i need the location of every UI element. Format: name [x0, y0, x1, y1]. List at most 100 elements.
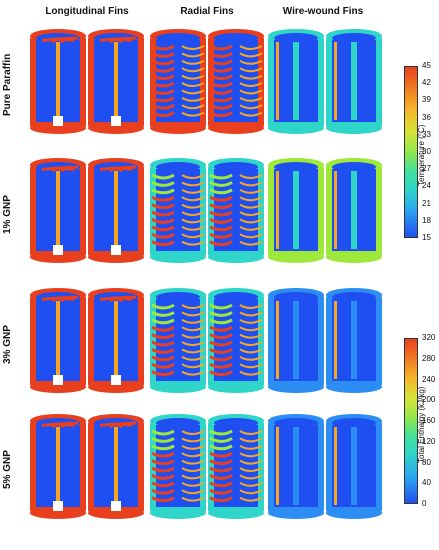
radial-fin-stack: [209, 303, 263, 377]
radial-fin-stack: [209, 429, 263, 503]
contour-cell: [148, 287, 268, 397]
base-notch: [53, 501, 63, 511]
base-notch: [111, 116, 121, 126]
radial-cylinder: [150, 288, 206, 393]
contour-cell: [28, 28, 148, 138]
fin-star: [41, 165, 79, 173]
temperature-colorbar-tick: 27: [422, 164, 431, 174]
contour-render: [150, 158, 264, 263]
radial-fin-stack: [151, 429, 205, 503]
base-notch: [53, 245, 63, 255]
radial-cylinder: [208, 288, 264, 393]
radial-cylinder: [208, 29, 264, 134]
contour-render: [268, 29, 382, 134]
temperature-colorbar-tick: 15: [422, 233, 431, 242]
enthalpy-colorbar-tick: 280: [422, 353, 436, 363]
radial-fin-stack: [209, 44, 263, 118]
contour-render: [30, 414, 144, 519]
enthalpy-colorbar-gradient: [404, 338, 418, 504]
contour-render: [30, 29, 144, 134]
column-title-longitudinal: Longitudinal Fins: [45, 6, 129, 17]
centre-fin: [56, 301, 60, 379]
temperature-colorbar-tick: 21: [422, 198, 431, 208]
temperature-colorbar-tick: 36: [422, 112, 431, 122]
temperature-colorbar-tick: 45: [422, 61, 431, 70]
enthalpy-colorbar-tick: 40: [422, 478, 431, 488]
base-notch: [53, 375, 63, 385]
temperature-colorbar-tick: 24: [422, 181, 431, 191]
radial-cylinder: [150, 414, 206, 519]
wire-coil: [334, 301, 357, 379]
enthalpy-colorbar-tick: 200: [422, 395, 436, 405]
temperature-colorbar-gradient: [404, 66, 418, 238]
fin-star: [99, 421, 137, 429]
temperature-colorbar-tick: 42: [422, 78, 431, 88]
base-notch: [53, 116, 63, 126]
contour-render: [30, 288, 144, 393]
contour-cell: [148, 413, 268, 523]
fin-star: [41, 421, 79, 429]
wire-coil: [334, 171, 357, 249]
row-label-3-gnp: 3% GNP: [2, 325, 13, 365]
contour-cell: [266, 287, 386, 397]
contour-render: [30, 158, 144, 263]
column-title-radial: Radial Fins: [180, 6, 234, 17]
contour-render: [150, 414, 264, 519]
radial-fin-stack: [209, 173, 263, 247]
radial-fin-stack: [151, 303, 205, 377]
contour-cell: [28, 157, 148, 267]
base-notch: [111, 245, 121, 255]
centre-fin: [56, 42, 60, 120]
fin-star: [41, 36, 79, 44]
wire-coil: [334, 427, 357, 505]
contour-cell: [148, 157, 268, 267]
fin-star: [99, 295, 137, 303]
temperature-colorbar-tick: 30: [422, 147, 431, 156]
radial-cylinder: [150, 158, 206, 263]
contour-cell: [28, 413, 148, 523]
row-label-5-gnp: 5% GNP: [2, 450, 13, 490]
wire-coil: [276, 42, 299, 120]
radial-cylinder: [150, 29, 206, 134]
contour-cell: [266, 28, 386, 138]
base-notch: [111, 501, 121, 511]
radial-fin-stack: [151, 44, 205, 118]
temperature-colorbar-tick: 33: [422, 129, 431, 139]
enthalpy-colorbar-tick: 0: [422, 499, 427, 508]
contour-cell: [266, 157, 386, 267]
enthalpy-colorbar-tick: 240: [422, 374, 436, 384]
fin-star: [99, 36, 137, 44]
fin-star: [99, 165, 137, 173]
wire-coil: [276, 301, 299, 379]
enthalpy-colorbar-tick: 80: [422, 457, 431, 467]
contour-render: [150, 29, 264, 134]
centre-fin: [56, 427, 60, 505]
temperature-colorbar-title: Temperature (°C): [417, 124, 426, 186]
contour-render: [268, 414, 382, 519]
contour-cell: [28, 287, 148, 397]
wire-coil: [276, 427, 299, 505]
row-label-pure-paraffin: Pure Paraffin: [2, 53, 13, 117]
temperature-colorbar-tick: 18: [422, 215, 431, 225]
wire-coil: [276, 171, 299, 249]
contour-cell: [266, 413, 386, 523]
enthalpy-colorbar-tick: 160: [422, 416, 436, 425]
temperature-colorbar: 45 42 39 36 33 30 27 24 21 18 15: [404, 62, 434, 242]
radial-cylinder: [208, 158, 264, 263]
column-title-wire-wound: Wire-wound Fins: [282, 6, 364, 17]
enthalpy-colorbar-tick: 320: [422, 333, 436, 342]
contour-render: [268, 288, 382, 393]
enthalpy-colorbar-title: Total Enthalpy (kJ/kg): [417, 386, 426, 464]
centre-fin: [114, 301, 118, 379]
temperature-colorbar-tick: 39: [422, 95, 431, 105]
contour-cell: [148, 28, 268, 138]
centre-fin: [114, 42, 118, 120]
contour-render: [268, 158, 382, 263]
row-label-1-gnp: 1% GNP: [2, 195, 13, 235]
radial-cylinder: [208, 414, 264, 519]
enthalpy-colorbar-tick: 120: [422, 436, 436, 446]
centre-fin: [114, 427, 118, 505]
wire-coil: [334, 42, 357, 120]
base-notch: [111, 375, 121, 385]
wire-wound-cylinder: [268, 414, 324, 519]
